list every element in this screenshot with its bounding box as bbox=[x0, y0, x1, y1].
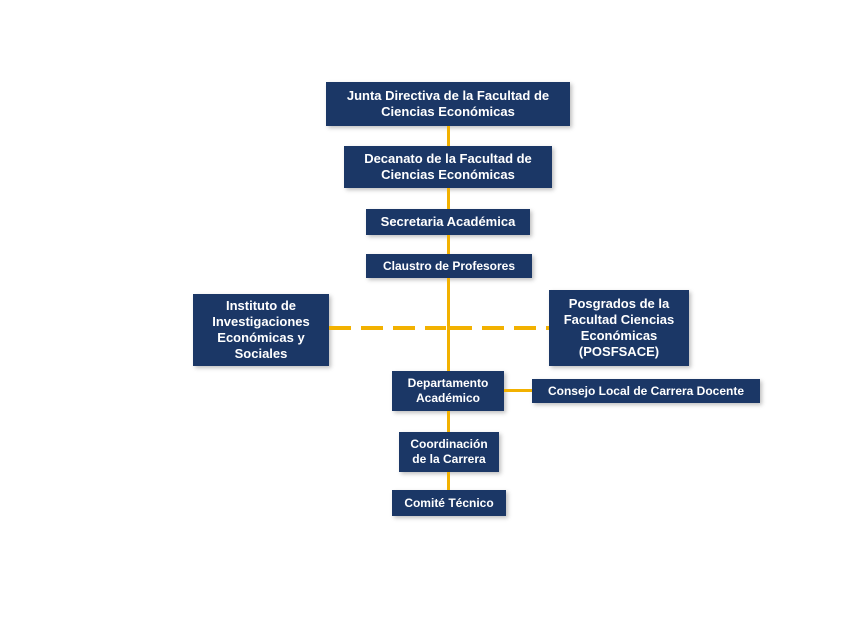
node-label: Claustro de Profesores bbox=[383, 259, 515, 274]
connector bbox=[447, 278, 450, 371]
dashed-connector bbox=[450, 326, 472, 330]
dashed-connector bbox=[393, 326, 415, 330]
dashed-connector bbox=[425, 326, 446, 330]
node-consejo: Consejo Local de Carrera Docente bbox=[532, 379, 760, 403]
dashed-connector bbox=[329, 326, 351, 330]
node-instituto: Instituto de Investigaciones Económicas … bbox=[193, 294, 329, 366]
dashed-connector bbox=[514, 326, 536, 330]
node-label: Posgrados de la Facultad Ciencias Económ… bbox=[557, 296, 681, 361]
node-posgrados: Posgrados de la Facultad Ciencias Económ… bbox=[549, 290, 689, 366]
node-secretaria: Secretaria Académica bbox=[366, 209, 530, 235]
node-label: Instituto de Investigaciones Económicas … bbox=[201, 298, 321, 363]
node-label: Decanato de la Facultad de Ciencias Econ… bbox=[352, 151, 544, 184]
connector bbox=[447, 472, 450, 490]
connector bbox=[447, 188, 450, 209]
node-label: Coordinación de la Carrera bbox=[407, 437, 491, 467]
connector bbox=[504, 389, 532, 392]
node-decanato: Decanato de la Facultad de Ciencias Econ… bbox=[344, 146, 552, 188]
node-label: Comité Técnico bbox=[404, 496, 493, 511]
node-depto: Departamento Académico bbox=[392, 371, 504, 411]
dashed-connector bbox=[546, 326, 549, 330]
node-junta: Junta Directiva de la Facultad de Cienci… bbox=[326, 82, 570, 126]
node-label: Departamento Académico bbox=[400, 376, 496, 406]
node-comite: Comité Técnico bbox=[392, 490, 506, 516]
connector bbox=[447, 126, 450, 146]
connector bbox=[447, 235, 450, 254]
dashed-connector bbox=[482, 326, 504, 330]
connector bbox=[447, 411, 450, 432]
dashed-connector bbox=[361, 326, 383, 330]
node-label: Junta Directiva de la Facultad de Cienci… bbox=[334, 88, 562, 121]
node-coord: Coordinación de la Carrera bbox=[399, 432, 499, 472]
node-label: Secretaria Académica bbox=[381, 214, 516, 230]
node-claustro: Claustro de Profesores bbox=[366, 254, 532, 278]
node-label: Consejo Local de Carrera Docente bbox=[548, 384, 744, 399]
